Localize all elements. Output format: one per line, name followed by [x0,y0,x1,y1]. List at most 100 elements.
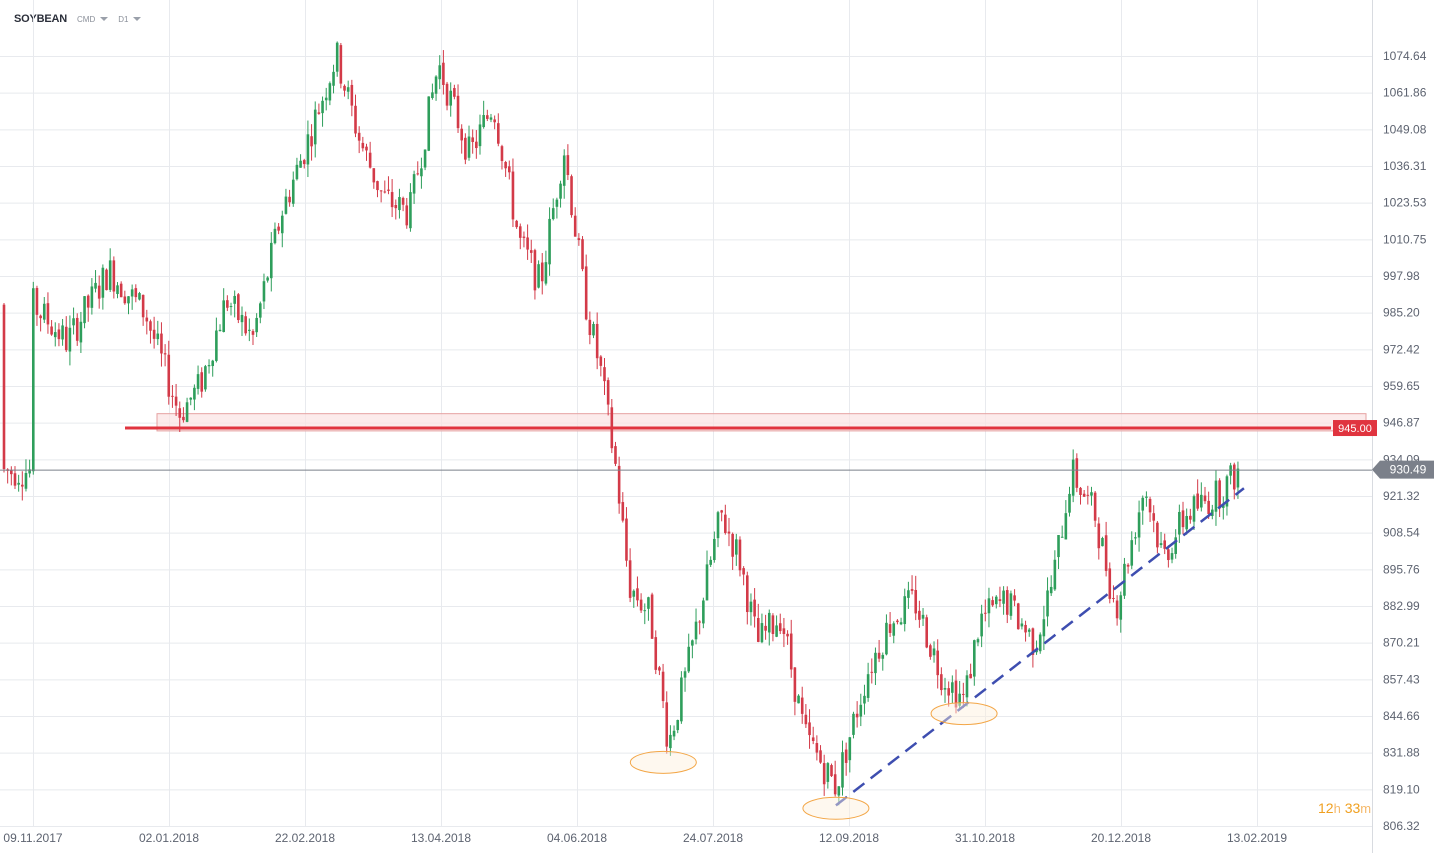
candle-up [980,613,983,637]
candle-up [240,314,244,323]
candle-down [500,146,504,162]
candle-up [749,601,753,613]
candle-down [1189,515,1192,520]
candle-up [1027,629,1031,632]
candle-up [284,196,288,214]
x-tick-label: 02.01.2018 [139,831,199,845]
candle-down [654,637,658,670]
candle-down [954,680,958,708]
interval-selector[interactable]: D1 [118,14,142,24]
candle-down [962,693,965,695]
candle-up [892,623,896,636]
candle-down [929,645,932,657]
candle-up [932,648,936,656]
y-tick-label: 1023.53 [1383,196,1427,210]
candle-down [354,105,357,134]
candle-up [1200,494,1203,508]
candle-up [837,786,841,796]
candle-up [716,512,720,539]
y-tick-label: 908.54 [1383,526,1420,540]
candle-up [859,704,863,717]
candle-down [453,88,456,97]
candle-down [518,226,522,238]
candle-down [1152,513,1156,521]
candle-down [1108,568,1112,599]
candle-down [639,599,643,611]
candle-up [83,296,86,324]
candle-up [427,96,431,151]
candle-up [196,374,200,389]
y-tick-label: 895.76 [1383,562,1420,576]
resistance-price-tag [1333,420,1377,437]
candle-down [566,155,570,176]
candle-up [647,597,650,609]
candle-down [456,95,460,129]
countdown-minutes-unit: m [1360,801,1372,816]
candle-up [299,160,302,168]
candle-down [134,288,138,298]
candle-up [1170,553,1174,560]
x-tick-label: 20.12.2018 [1091,831,1151,845]
candle-up [324,97,328,101]
candle-up [1119,595,1123,620]
candle-up [72,318,75,326]
candle-down [573,215,577,237]
candle-up [335,42,339,72]
candle-down [650,594,654,639]
candle-up [438,65,442,80]
candle-down [936,650,939,676]
candle-down [237,294,240,321]
candle-down [390,192,394,208]
candle-up [705,564,709,601]
y-tick-label: 1061.86 [1383,86,1427,100]
x-tick-label: 09.11.2017 [3,831,62,845]
y-tick-label: 997.98 [1383,269,1420,283]
candle-down [1115,600,1119,619]
candle-up [53,332,57,338]
candle-up [866,674,870,698]
y-tick-label: 844.66 [1383,709,1420,723]
candle-down [1196,493,1199,509]
candle-up [687,646,691,672]
candle-down [1167,549,1170,561]
candle-up [68,327,72,352]
candle-up [248,329,251,331]
candle-up [61,325,64,340]
candle-up [1145,496,1148,498]
candle-down [1093,492,1097,521]
highlighted-low-ellipse [930,702,998,726]
candle-up [874,652,877,674]
market-selector[interactable]: CMD [77,15,109,24]
candle-down [504,162,507,169]
candle-up [863,695,866,704]
candle-down [244,316,247,334]
x-tick-label: 12.09.2018 [819,831,879,845]
candle-up [431,92,434,99]
interval-label: D1 [118,14,129,24]
candle-down [1104,535,1108,571]
candle-down [800,697,804,714]
candle-up [694,621,698,640]
candle-down [97,285,101,299]
x-tick-label: 13.02.2019 [1227,831,1287,845]
current-price-tag [1372,460,1434,479]
candle-down [105,269,108,291]
candle-up [295,164,299,180]
candle-down [1016,603,1020,630]
candle-up [943,688,947,690]
candle-down [771,615,775,634]
chevron-down-icon [100,17,109,21]
candle-up [973,640,976,677]
candle-up [958,693,961,706]
candle-up [1064,513,1068,540]
candle-down [178,408,182,418]
candle-up [434,76,438,94]
candle-up [903,596,907,625]
candle-down [756,618,760,642]
candle-up [1060,536,1064,538]
candle-up [551,208,555,220]
candle-up [215,330,218,361]
candle-up [1211,509,1214,516]
candle-up [17,482,20,485]
